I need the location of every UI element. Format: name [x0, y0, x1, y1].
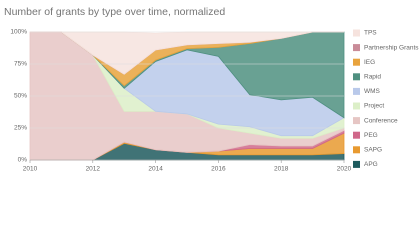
legend-label: Rapid	[364, 74, 381, 81]
x-tick-label: 2018	[274, 166, 289, 173]
legend-label: IEG	[364, 59, 375, 66]
x-tick-label: 2016	[211, 166, 226, 173]
chart: Number of grants by type over time, norm…	[4, 6, 419, 173]
y-tick-label: 50%	[14, 93, 27, 100]
legend-swatch	[353, 146, 360, 154]
legend-label: TPS	[364, 30, 377, 37]
legend-swatch	[353, 117, 360, 125]
legend-swatch	[353, 29, 360, 37]
legend-swatch	[353, 102, 360, 110]
legend-label: Partnership Grants	[364, 44, 419, 51]
legend-swatch	[353, 73, 360, 81]
legend-swatch	[353, 58, 360, 66]
x-tick-label: 2020	[337, 166, 352, 173]
x-tick-label: 2010	[23, 166, 38, 173]
legend-swatch	[353, 87, 360, 95]
legend-swatch	[353, 131, 360, 139]
legend-label: APG	[364, 161, 378, 168]
x-tick-label: 2014	[148, 166, 163, 173]
y-tick-label: 25%	[14, 125, 27, 132]
legend-label: PEG	[364, 132, 378, 139]
y-tick-label: 100%	[10, 29, 27, 36]
y-tick-label: 75%	[14, 61, 27, 68]
area	[30, 31, 344, 75]
legend-swatch	[353, 44, 360, 52]
legend-label: SAPG	[364, 147, 382, 154]
x-tick-label: 2012	[86, 166, 101, 173]
chart-title: Number of grants by type over time, norm…	[4, 6, 225, 18]
legend-label: Project	[364, 103, 384, 110]
legend-label: Conference	[364, 117, 398, 124]
y-tick-label: 0%	[18, 157, 28, 164]
legend-label: WMS	[364, 88, 381, 95]
legend-swatch	[353, 160, 360, 168]
